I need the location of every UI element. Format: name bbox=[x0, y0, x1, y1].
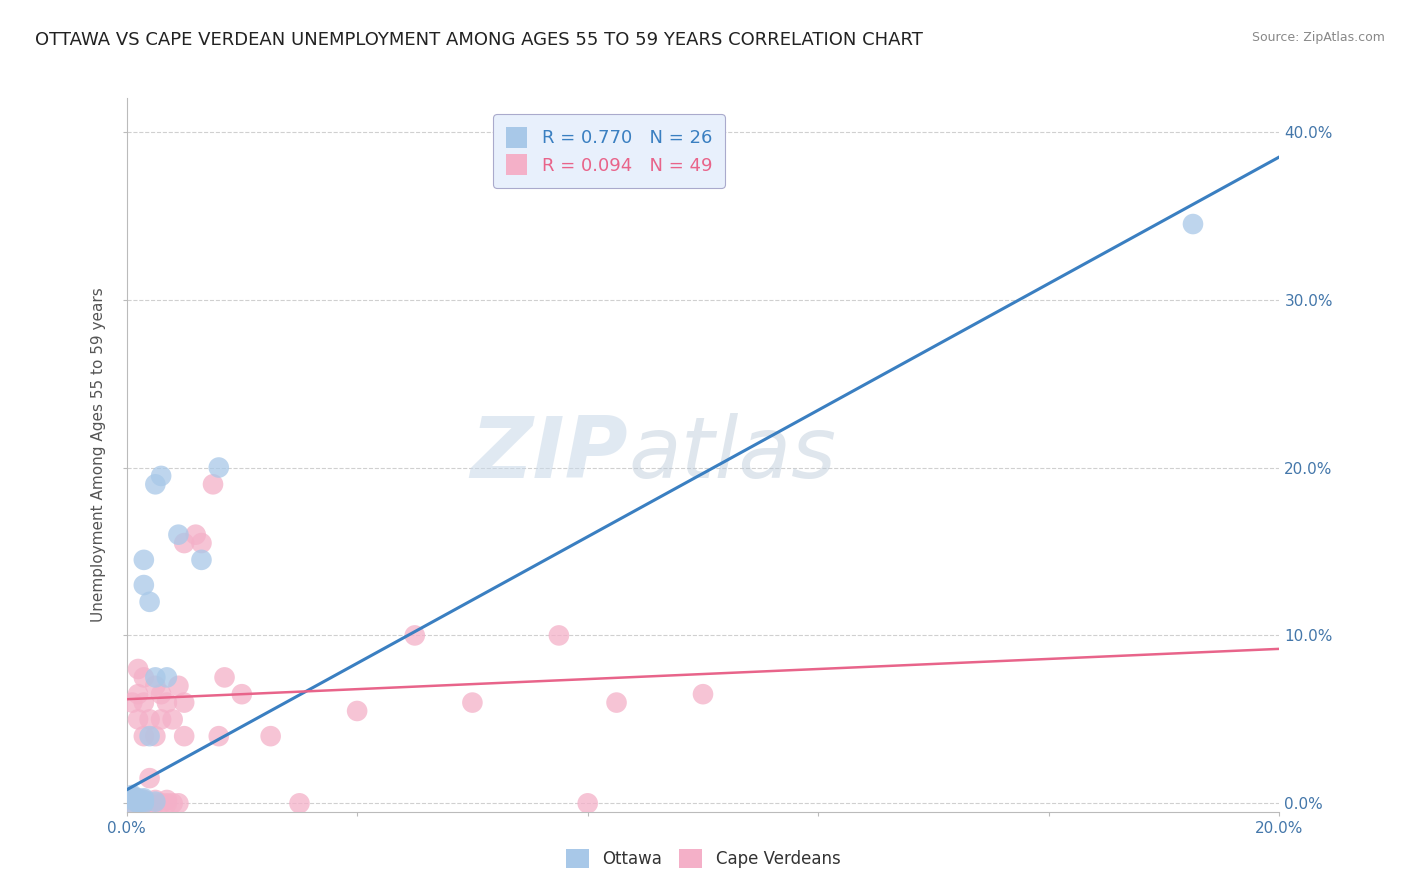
Point bbox=[138, 712, 160, 726]
Point bbox=[127, 797, 149, 811]
Point bbox=[121, 793, 143, 807]
Point bbox=[127, 791, 149, 805]
Point bbox=[127, 797, 149, 811]
Point bbox=[167, 797, 190, 811]
Point bbox=[346, 704, 368, 718]
Point bbox=[121, 696, 143, 710]
Point bbox=[145, 670, 166, 684]
Legend: Ottawa, Cape Verdeans: Ottawa, Cape Verdeans bbox=[560, 842, 846, 875]
Point bbox=[145, 797, 166, 811]
Point bbox=[1181, 217, 1204, 231]
Text: OTTAWA VS CAPE VERDEAN UNEMPLOYMENT AMONG AGES 55 TO 59 YEARS CORRELATION CHART: OTTAWA VS CAPE VERDEAN UNEMPLOYMENT AMON… bbox=[35, 31, 922, 49]
Point bbox=[150, 687, 173, 701]
Y-axis label: Unemployment Among Ages 55 to 59 years: Unemployment Among Ages 55 to 59 years bbox=[91, 287, 107, 623]
Point bbox=[121, 793, 143, 807]
Point bbox=[121, 788, 143, 802]
Point bbox=[167, 527, 190, 541]
Point bbox=[121, 791, 143, 805]
Point bbox=[461, 696, 484, 710]
Point bbox=[132, 670, 155, 684]
Legend: R = 0.770   N = 26, R = 0.094   N = 49: R = 0.770 N = 26, R = 0.094 N = 49 bbox=[494, 114, 725, 187]
Point bbox=[138, 771, 160, 785]
Point bbox=[127, 795, 149, 809]
Point bbox=[145, 729, 166, 743]
Point bbox=[548, 628, 571, 642]
Point bbox=[692, 687, 714, 701]
Point bbox=[167, 679, 190, 693]
Point bbox=[145, 679, 166, 693]
Point bbox=[138, 595, 160, 609]
Point bbox=[173, 696, 195, 710]
Point bbox=[156, 696, 179, 710]
Point bbox=[214, 670, 236, 684]
Point bbox=[190, 553, 212, 567]
Point bbox=[132, 578, 155, 592]
Point bbox=[121, 789, 143, 804]
Point bbox=[127, 712, 149, 726]
Point bbox=[132, 553, 155, 567]
Point bbox=[121, 797, 143, 811]
Point bbox=[259, 729, 281, 743]
Text: atlas: atlas bbox=[628, 413, 837, 497]
Point bbox=[605, 696, 627, 710]
Point bbox=[150, 469, 173, 483]
Point bbox=[132, 729, 155, 743]
Point bbox=[288, 797, 311, 811]
Point bbox=[132, 793, 155, 807]
Point bbox=[127, 687, 149, 701]
Point bbox=[145, 477, 166, 491]
Point bbox=[156, 670, 179, 684]
Point bbox=[404, 628, 426, 642]
Point bbox=[132, 797, 155, 811]
Point bbox=[173, 536, 195, 550]
Point bbox=[138, 797, 160, 811]
Point bbox=[190, 536, 212, 550]
Point bbox=[127, 793, 149, 807]
Point bbox=[138, 729, 160, 743]
Point bbox=[121, 789, 143, 804]
Point bbox=[132, 795, 155, 809]
Point bbox=[127, 662, 149, 676]
Point bbox=[150, 712, 173, 726]
Point bbox=[231, 687, 253, 701]
Point bbox=[132, 696, 155, 710]
Point bbox=[145, 793, 166, 807]
Point bbox=[173, 729, 195, 743]
Point bbox=[576, 797, 599, 811]
Point bbox=[132, 793, 155, 807]
Point bbox=[127, 793, 149, 807]
Point bbox=[208, 729, 231, 743]
Text: Source: ZipAtlas.com: Source: ZipAtlas.com bbox=[1251, 31, 1385, 45]
Point bbox=[145, 795, 166, 809]
Text: ZIP: ZIP bbox=[471, 413, 628, 497]
Point bbox=[121, 797, 143, 811]
Point bbox=[132, 797, 155, 811]
Point bbox=[202, 477, 225, 491]
Point bbox=[162, 712, 184, 726]
Point bbox=[184, 527, 207, 541]
Point bbox=[162, 797, 184, 811]
Point bbox=[150, 797, 173, 811]
Point bbox=[156, 793, 179, 807]
Point bbox=[156, 797, 179, 811]
Point bbox=[208, 460, 231, 475]
Point bbox=[132, 791, 155, 805]
